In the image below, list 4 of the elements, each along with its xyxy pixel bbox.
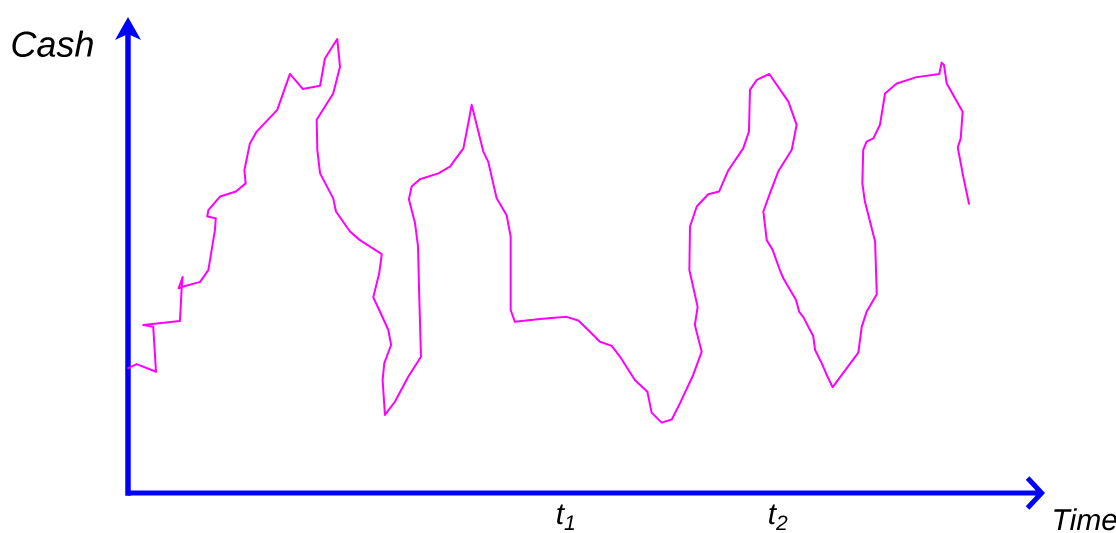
- x-tick-label: t$_{1}$: [557, 504, 574, 530]
- x-axis-title: Time: [1054, 508, 1116, 531]
- y-axis-title: Cash: [12, 30, 93, 57]
- x-tick-label: t$_{2}$: [769, 504, 788, 531]
